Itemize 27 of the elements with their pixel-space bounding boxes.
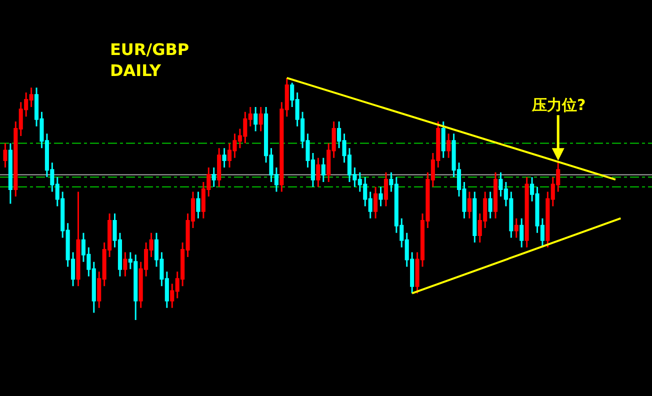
candlestick xyxy=(493,172,498,220)
candlestick xyxy=(196,190,200,220)
candlestick xyxy=(258,106,263,132)
candlestick xyxy=(384,172,388,207)
candlestick xyxy=(374,186,378,220)
candlestick xyxy=(3,142,8,168)
candlestick xyxy=(76,190,80,287)
candlestick xyxy=(123,251,128,278)
candlestick xyxy=(446,132,451,159)
candlestick xyxy=(441,120,446,159)
candlestick xyxy=(212,166,216,188)
candlestick xyxy=(254,106,258,132)
candlestick xyxy=(467,190,472,220)
candlestick xyxy=(378,186,383,207)
annotation: 压力位? xyxy=(531,96,586,114)
chart-title: EUR/GBP xyxy=(110,40,190,59)
candlestick xyxy=(222,147,226,168)
candlestick xyxy=(321,157,326,183)
candlestick xyxy=(217,147,222,188)
candlestick xyxy=(524,176,529,248)
candlestick xyxy=(316,157,320,188)
candlestick xyxy=(488,190,492,220)
candlestick xyxy=(520,218,524,248)
candlestick xyxy=(514,218,518,238)
candlestick xyxy=(472,190,477,244)
candlestick xyxy=(8,142,12,205)
chart-subtitle: DAILY xyxy=(110,60,162,80)
